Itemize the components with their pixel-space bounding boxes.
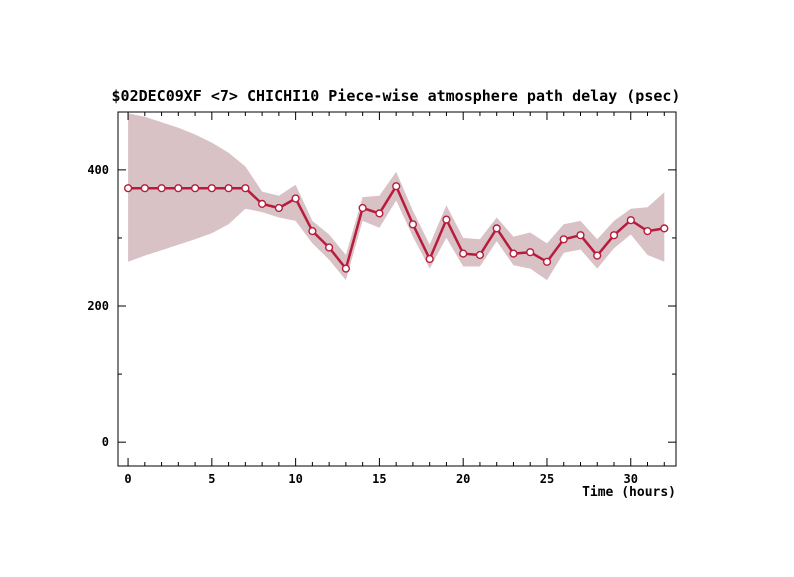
data-point (207, 184, 216, 193)
data-point (174, 184, 183, 193)
data-point (626, 216, 635, 225)
y-tick-label: 200 (87, 299, 109, 313)
data-point (291, 194, 300, 203)
x-axis-label: Time (hours) (582, 485, 676, 500)
data-point (643, 227, 652, 236)
data-point (140, 184, 149, 193)
data-point (509, 249, 518, 258)
data-point (542, 257, 552, 266)
x-tick-label: 25 (540, 472, 554, 486)
uncertainty-band-layer (128, 113, 665, 281)
data-point (660, 224, 669, 233)
data-points-layer (124, 182, 669, 273)
data-point (593, 251, 602, 260)
plot-frame (117, 111, 677, 467)
data-point (325, 243, 334, 252)
data-point (392, 182, 401, 191)
y-tick-label: 400 (87, 163, 109, 177)
data-point (442, 215, 451, 224)
x-tick-label: 10 (288, 472, 302, 486)
data-point (375, 209, 384, 218)
data-point (157, 184, 166, 193)
data-point (341, 264, 351, 273)
x-tick-label: 15 (372, 472, 386, 486)
data-point (559, 235, 568, 244)
data-point (526, 248, 535, 257)
data-point (475, 250, 485, 260)
x-tick-label: 30 (624, 472, 638, 486)
data-point (124, 184, 133, 193)
chart-title: $02DEC09XF <7> CHICHI10 Piece-wise atmos… (112, 87, 681, 105)
data-point (241, 184, 250, 193)
data-point (609, 231, 619, 240)
data-point (191, 184, 200, 193)
tick-labels: 0 5 10 15 20 25 30 0 200 400 (87, 163, 638, 486)
data-point (358, 203, 367, 213)
data-point (258, 199, 267, 209)
data-point (459, 249, 468, 258)
data-point (492, 224, 501, 233)
x-tick-label: 20 (456, 472, 470, 486)
x-tick-label: 0 (124, 472, 131, 486)
x-tick-label: 5 (208, 472, 215, 486)
data-point (224, 184, 233, 193)
y-tick-label: 0 (102, 435, 109, 449)
data-point (308, 227, 317, 236)
data-point (408, 220, 418, 229)
data-point (274, 203, 284, 213)
data-point (576, 231, 585, 240)
axis-ticks (118, 112, 676, 466)
data-point (425, 254, 434, 264)
uncertainty-band (128, 113, 665, 281)
